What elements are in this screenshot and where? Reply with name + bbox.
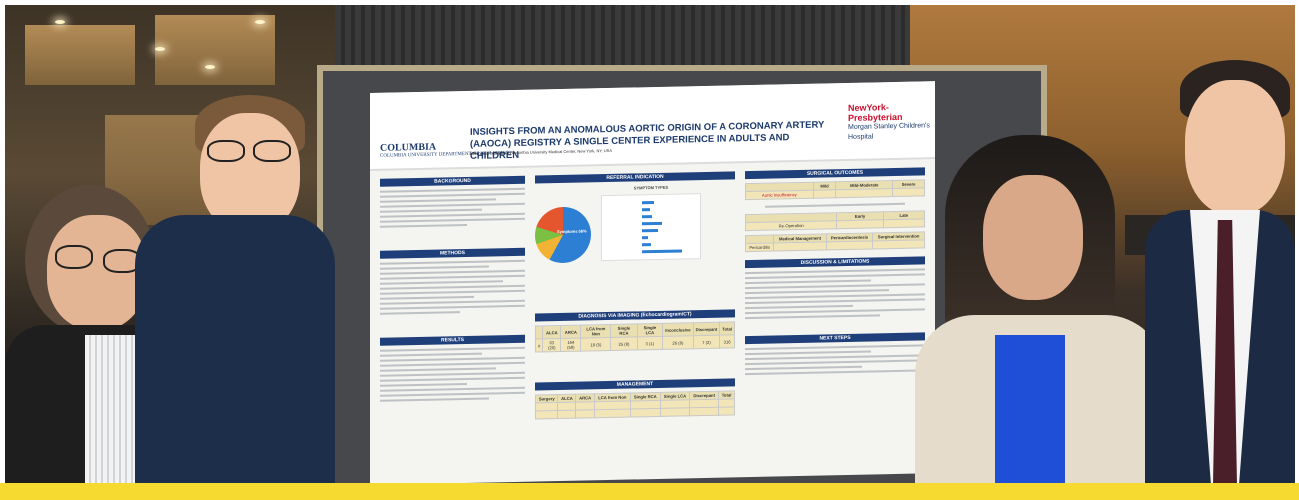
- poster-column-3: SURGICAL OUTCOMES Mild Mild-Moderate Sev…: [745, 167, 925, 378]
- face: [1185, 80, 1285, 215]
- navy-shirt: [135, 215, 335, 483]
- face: [983, 175, 1083, 300]
- nyp-logo-text: NewYork-Presbyterian: [848, 102, 903, 123]
- window: [25, 25, 135, 85]
- ceiling-light: [55, 20, 65, 24]
- person-right-woman: [905, 135, 1165, 483]
- poster-header: COLUMBIA COLUMBIA UNIVERSITY DEPARTMENT …: [370, 81, 935, 171]
- ceiling-light: [255, 20, 265, 24]
- yellow-footer-bar: [0, 483, 1299, 500]
- symptom-types-title: SYMPTOM TYPES: [633, 184, 669, 191]
- diagnosis-table: ALCA ARCA LCA from Non Single RCA Single…: [535, 321, 735, 353]
- blue-top: [995, 335, 1065, 483]
- ceiling-light: [155, 47, 165, 51]
- section-header-referral: REFERRAL INDICATION: [535, 171, 735, 184]
- ceiling-light: [205, 65, 215, 69]
- poster-title: INSIGHTS FROM AN ANOMALOUS AORTIC ORIGIN…: [470, 119, 825, 162]
- section-header-methods: METHODS: [380, 247, 525, 259]
- pie-label: Symptoms 58%: [557, 228, 587, 235]
- photo: AN COLUMBIA COLUMBIA UNIVERSITY DEPARTME…: [5, 5, 1295, 483]
- poster-column-1: BACKGROUND METHODS RESULTS: [380, 175, 525, 405]
- section-header-surgical: SURGICAL OUTCOMES: [745, 167, 925, 180]
- poster-column-2: REFERRAL INDICATION Symptoms 58% SYMPTOM…: [535, 171, 735, 420]
- window: [155, 15, 275, 85]
- face: [200, 113, 300, 233]
- section-header-results: RESULTS: [380, 334, 525, 346]
- glasses: [253, 140, 291, 162]
- section-header-background: BACKGROUND: [380, 175, 525, 187]
- surgical-table: Mild Mild-Moderate Severe Aortic Insuffi…: [745, 179, 925, 200]
- glasses: [55, 245, 93, 269]
- glasses: [207, 140, 245, 162]
- pie-chart: Symptoms 58%: [535, 206, 591, 264]
- bar-chart: [601, 193, 701, 262]
- management-table: Surgery ALCA ARCA LCA from Non Single RC…: [535, 390, 735, 420]
- research-poster: COLUMBIA COLUMBIA UNIVERSITY DEPARTMENT …: [370, 81, 935, 483]
- person-right-man-suit: [1145, 60, 1295, 483]
- person-man-navy-shirt: [135, 95, 335, 483]
- symptom-types-chart: SYMPTOM TYPES: [601, 184, 701, 262]
- face: [47, 215, 147, 330]
